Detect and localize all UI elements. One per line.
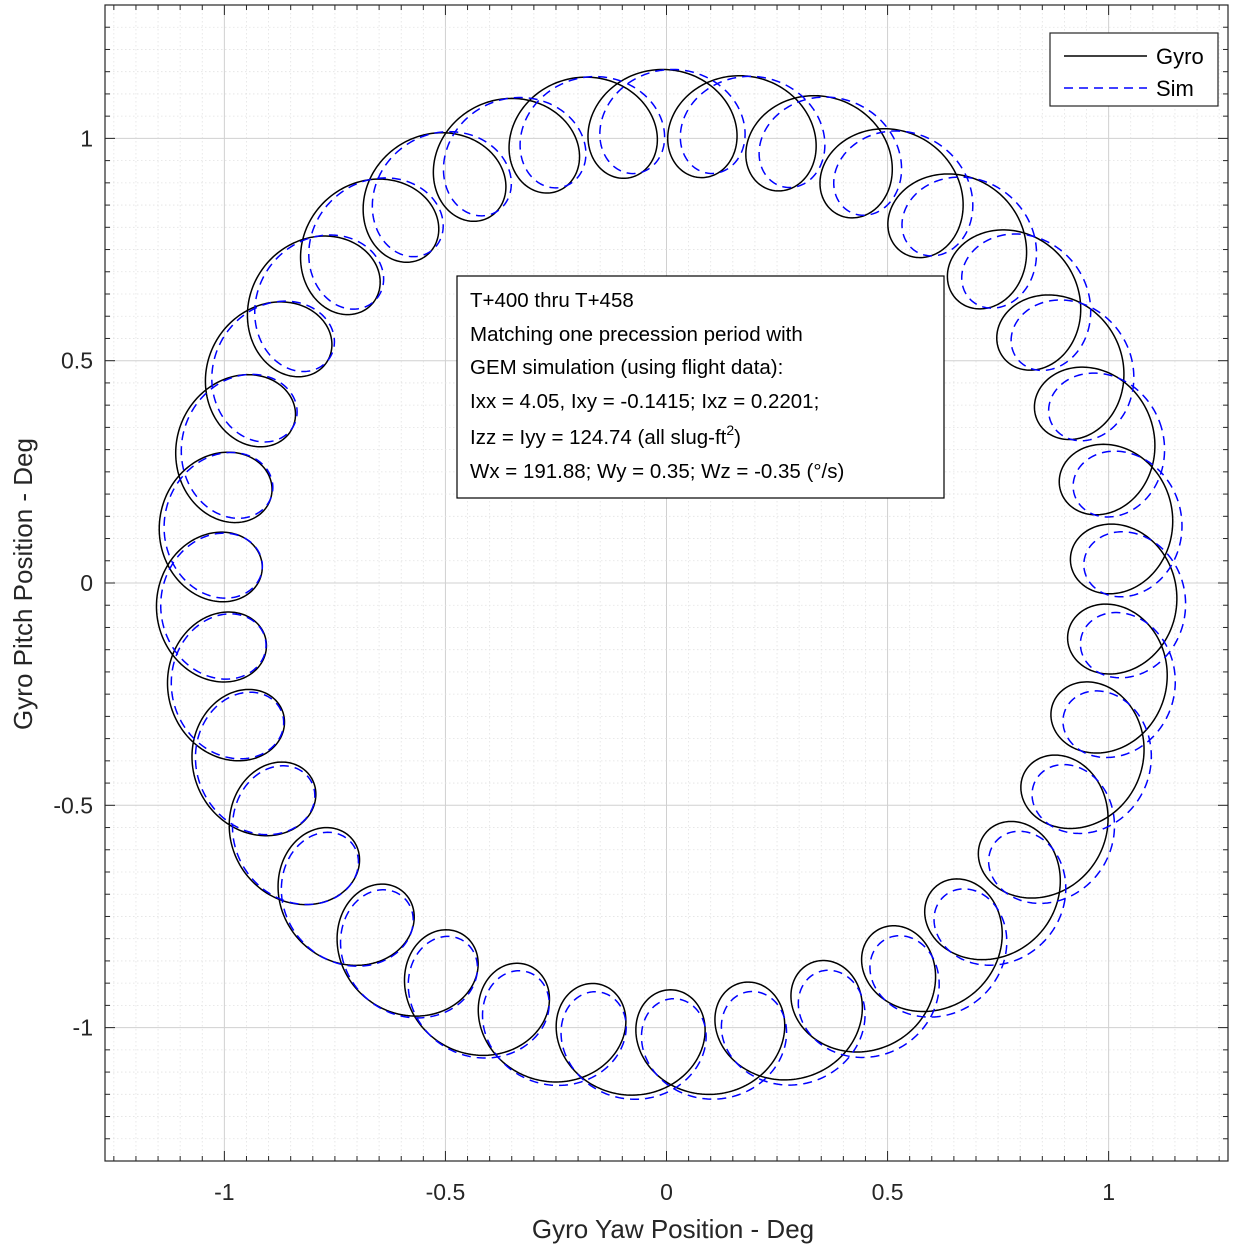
y-tick-label: -0.5: [53, 792, 93, 818]
annotation-line-3: GEM simulation (using flight data):: [470, 356, 783, 379]
y-tick-label: -1: [73, 1015, 93, 1041]
grid: [105, 4, 1228, 1162]
axes-ticks: [105, 4, 1228, 1162]
annotation-line-4: Ixx = 4.05, Ixy = -0.1415; Ixz = 0.2201;: [470, 390, 819, 413]
x-axis-tick-labels: -1 -0.5 0 0.5 1: [214, 1179, 1115, 1205]
annotation-box: T+400 thru T+458 Matching one precession…: [456, 275, 945, 499]
y-axis-tick-labels: -1 -0.5 0 0.5 1: [53, 125, 93, 1040]
annotation-line-6: Wx = 191.88; Wy = 0.35; Wz = -0.35 (°/s): [470, 460, 844, 483]
annotation-line-5-text: Izz = Iyy = 124.74 (all slug-ft: [470, 426, 727, 449]
annotation-line-2: Matching one precession period with: [470, 323, 803, 346]
annotation-suffix: ): [734, 426, 741, 449]
y-tick-label: 0: [80, 570, 93, 596]
annotation-superscript: 2: [726, 422, 734, 438]
x-tick-label: 0.5: [872, 1179, 904, 1205]
series-sim-line: [159, 68, 1187, 1101]
legend-gyro-label: Gyro: [1156, 44, 1204, 69]
plot-area: [155, 68, 1187, 1101]
y-axis-label: Gyro Pitch Position - Deg: [8, 438, 38, 730]
legend-sim-label: Sim: [1156, 76, 1194, 101]
x-tick-label: -0.5: [426, 1179, 466, 1205]
x-tick-label: 1: [1102, 1179, 1115, 1205]
legend: Gyro Sim: [1049, 32, 1219, 107]
annotation-line-5: Izz = Iyy = 124.74 (all slug-ft2): [470, 422, 741, 449]
y-tick-label: 0.5: [61, 348, 93, 374]
annotation-line-1: T+400 thru T+458: [470, 289, 634, 312]
x-tick-label: 0: [660, 1179, 673, 1205]
legend-box: [1049, 32, 1219, 107]
x-tick-label: -1: [214, 1179, 234, 1205]
x-axis-label: Gyro Yaw Position - Deg: [532, 1214, 814, 1244]
annotation-frame: [456, 275, 945, 499]
y-tick-label: 1: [80, 125, 93, 151]
